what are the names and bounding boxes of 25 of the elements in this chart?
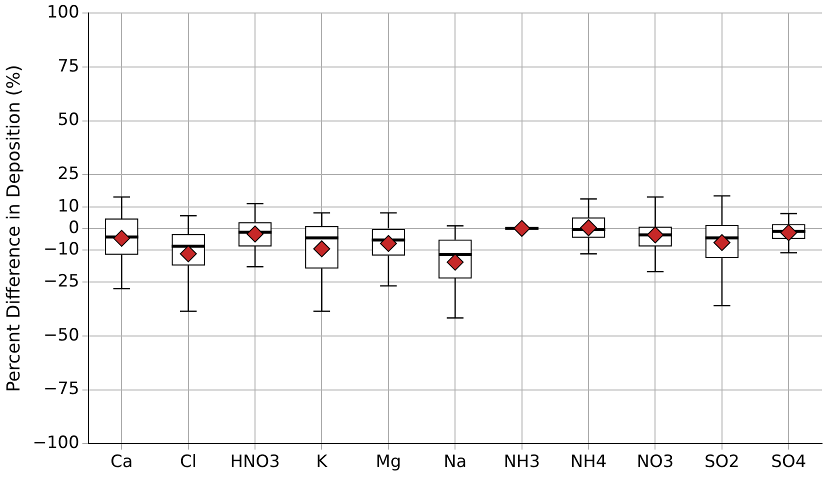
x-tick-label: NH4 <box>570 452 607 472</box>
y-tick-label: 10 <box>58 196 80 216</box>
x-tick-label: SO4 <box>771 452 806 472</box>
y-tick-label: −10 <box>43 239 80 260</box>
y-tick-label: −75 <box>43 379 80 400</box>
x-tick-label: Na <box>444 452 467 472</box>
y-axis-title: Percent Difference in Deposition (%) <box>3 64 24 392</box>
y-tick-label: 75 <box>58 56 80 76</box>
x-tick-label: Ca <box>110 452 133 472</box>
point <box>780 224 798 242</box>
y-tick-label: −25 <box>43 272 80 292</box>
y-tick-label: −50 <box>43 325 80 346</box>
y-tick-label: 0 <box>68 218 80 238</box>
point <box>513 220 530 237</box>
x-tick-label: K <box>316 452 328 472</box>
y-tick-label: −100 <box>32 433 80 454</box>
x-tick-label: SO2 <box>704 452 740 472</box>
y-tick-label: 50 <box>58 110 80 130</box>
y-tick-label: 25 <box>58 164 80 184</box>
y-tick-label: 100 <box>46 2 80 23</box>
x-tick-label: HNO3 <box>230 452 280 472</box>
x-tick-label: NO3 <box>636 452 674 472</box>
x-tick-label: Cl <box>180 452 197 472</box>
x-tick-label: NH3 <box>504 452 540 472</box>
x-tick-label: Mg <box>376 452 402 472</box>
